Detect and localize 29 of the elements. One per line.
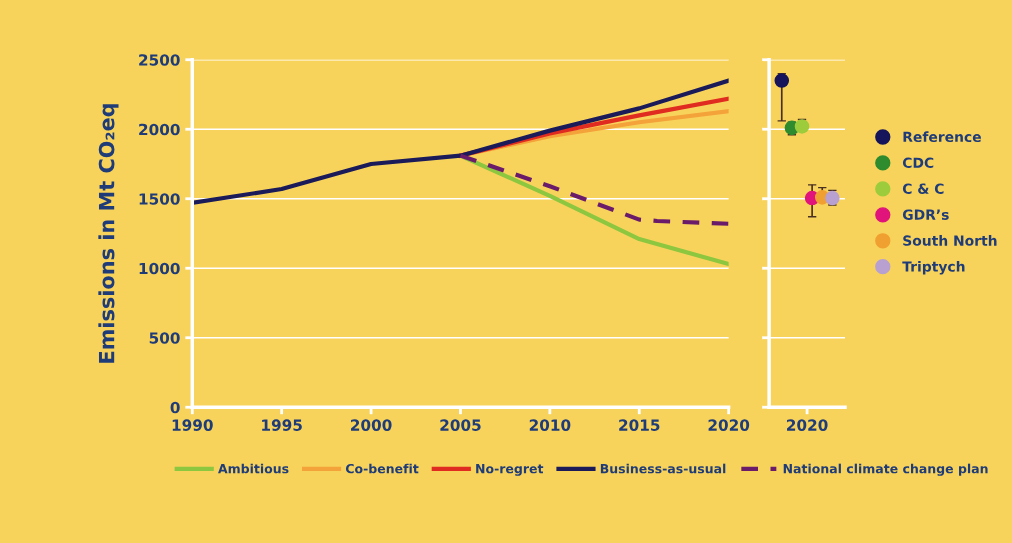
legend-label: South North [903, 235, 997, 246]
x-tick-label: 2000 [351, 419, 392, 431]
line-series [192, 78, 729, 205]
x-tick-label: 2020 [708, 419, 750, 431]
y-tick-label: 0 [170, 401, 180, 414]
x-tick-label: 2020 [787, 419, 828, 431]
legend-label: Triptych [902, 261, 965, 275]
x-tick-label: 1990 [172, 419, 213, 431]
legend-label: Ambitious [218, 463, 289, 474]
y-tick-label: 1500 [139, 193, 180, 205]
x-tick-label: 1995 [262, 419, 302, 431]
y-tick-label: 2500 [139, 54, 180, 66]
legend-label: Business-as-usual [600, 463, 726, 474]
x-tick-label: 2010 [529, 419, 571, 431]
y-tick-label: 2000 [139, 123, 180, 136]
y-axis-title: Emissions in Mt CO₂eq [98, 104, 119, 363]
line-series [458, 153, 729, 226]
legend-label: National climate change plan [783, 463, 988, 476]
legend-label: C & C [902, 183, 944, 194]
legend-label: GDR’s [902, 209, 949, 220]
line-series [458, 153, 729, 267]
legend-label: CDC [902, 157, 934, 168]
y-tick-label: 1000 [139, 262, 180, 275]
y-tick-label: 500 [149, 332, 180, 344]
x-tick-label: 2005 [440, 419, 481, 431]
legend-label: No-regret [476, 464, 544, 476]
legend-label: Co-benefit [345, 463, 419, 474]
legend-label: Reference [903, 131, 981, 143]
x-tick-label: 2015 [619, 419, 660, 431]
